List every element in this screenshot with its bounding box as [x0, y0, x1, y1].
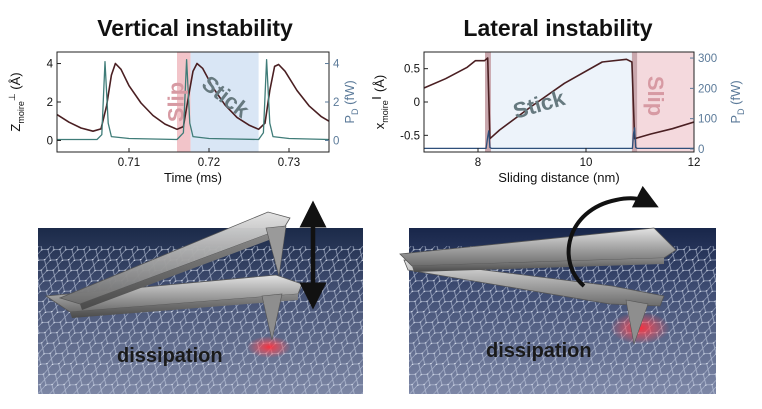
title-lateral: Lateral instability: [463, 15, 652, 41]
vert-band-label-slip: Slip: [164, 82, 189, 122]
vert-plot-area: [57, 59, 329, 141]
vert-series-0-line: [57, 62, 329, 132]
dissipation-label-right: dissipation: [486, 340, 592, 362]
dissipation-glow-left: [247, 336, 291, 358]
lat-xtick-label-2: 12: [688, 157, 701, 169]
lat-xtick-label-1: 10: [580, 157, 593, 169]
vert-xtick-label-2: 0.73: [278, 157, 300, 169]
title-vertical: Vertical instability: [97, 15, 293, 41]
vert-ytick-left-label-0: 0: [47, 135, 53, 147]
lat-ytick-left-label-1: 0: [414, 97, 420, 109]
lat-band-1: [490, 52, 632, 152]
lat-series-0-line: [424, 57, 694, 140]
cantilever-upper: [58, 211, 291, 305]
lat-ytick-right-label-0: 0: [698, 144, 704, 156]
cantilever-upper-right-edge: [412, 258, 664, 272]
cantilever-upper-edge: [80, 228, 285, 310]
vert-ylabel-right: PD (fW): [342, 80, 360, 123]
lat-ytick-right-label-2: 200: [698, 83, 717, 95]
dissipation-glow-right: [610, 312, 670, 344]
rotation-arrow: [566, 185, 659, 288]
vertical-illustration: dissipation: [38, 200, 363, 394]
cantilever-lower-edge: [70, 294, 298, 318]
lat-ytick-left-label-2: -0.5: [400, 130, 420, 142]
tip-lower: [261, 293, 283, 341]
lat-ylabel-right: PD (fW): [728, 80, 746, 123]
vert-series-1-line: [57, 59, 329, 141]
lat-ytick-left-label-0: 0.5: [404, 64, 420, 76]
vert-ytick-right-label-2: 4: [333, 59, 340, 71]
vert-ytick-left-label-1: 2: [47, 97, 53, 109]
cantilever-upper-right: [399, 227, 677, 267]
vert-ytick-right-label-0: 0: [333, 135, 339, 147]
lat-band-label-slip: Slip: [643, 76, 668, 116]
lat-ytick-right-label-3: 300: [698, 53, 717, 65]
lat-ytick-right-label-1: 100: [698, 114, 717, 126]
lat-plot-area: [424, 57, 694, 150]
cantilever-lower-right: [403, 259, 665, 307]
vert-ytick-left-label-2: 4: [47, 59, 54, 71]
dissipation-label-left: dissipation: [117, 345, 223, 367]
lateral-illustration: dissipation: [399, 185, 716, 394]
vert-ytick-right-label-1: 2: [333, 97, 339, 109]
lat-band-2: [631, 52, 638, 152]
lat-series-1-line: [424, 127, 694, 150]
tip-lower-right: [625, 299, 649, 346]
lat-xlabel: Sliding distance (nm): [498, 170, 619, 185]
lat-xtick-label-0: 8: [475, 157, 481, 169]
vert-ylabel-left: Zmoire⊥ (Å): [7, 72, 26, 131]
lat-band-0: [485, 52, 491, 152]
vert-xtick-label-0: 0.71: [118, 157, 140, 169]
lat-ylabel-left: xmoire∥ (Å): [371, 75, 390, 129]
vert-xtick-label-1: 0.72: [198, 157, 220, 169]
tip-upper: [265, 225, 287, 277]
vert-xlabel: Time (ms): [164, 170, 222, 185]
